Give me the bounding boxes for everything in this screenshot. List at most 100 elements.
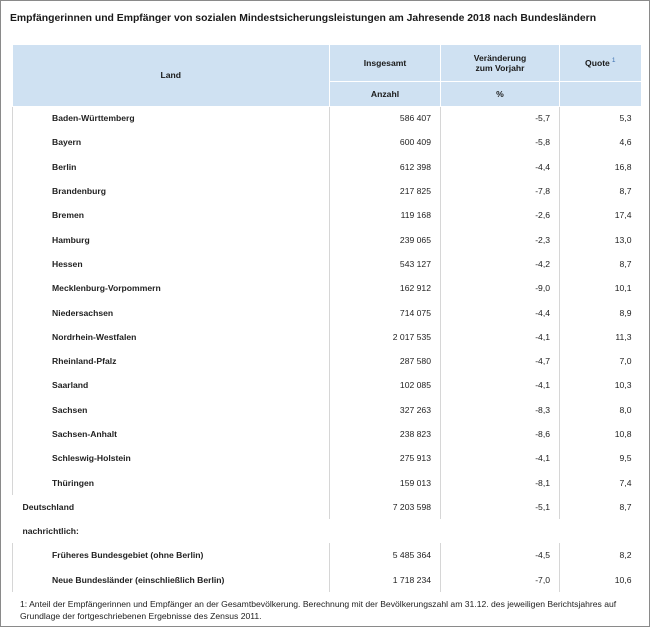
row-label: Bayern — [12, 130, 330, 155]
cell-anzahl: 5 485 364 — [329, 543, 441, 568]
table-row: Hamburg 239 065 -2,3 13,0 — [12, 227, 641, 252]
cell-quote: 10,3 — [614, 380, 632, 391]
cell-veraenderung: -4,7 — [440, 348, 560, 374]
cell-veraenderung: -4,5 — [440, 543, 560, 568]
unit-header-anzahl: Anzahl — [329, 81, 441, 107]
cell-quote: 10,1 — [614, 283, 632, 294]
cell-anzahl: 586 407 — [329, 106, 441, 131]
row-label: Neue Bundesländer (einschließlich Berlin… — [12, 567, 330, 592]
cell-anzahl: 239 065 — [329, 227, 441, 252]
cell-anzahl: 600 409 — [329, 130, 441, 155]
row-label: Thüringen — [12, 470, 330, 495]
cell-anzahl: 217 825 — [329, 178, 441, 204]
table-row: Nordrhein-Westfalen 2 017 535 -4,1 11,3 — [12, 324, 641, 349]
cell-anzahl: 102 085 — [329, 373, 441, 398]
cell-quote: 8,7 — [619, 501, 632, 512]
row-label: Brandenburg — [12, 178, 330, 204]
cell-veraenderung: -5,1 — [440, 494, 560, 520]
row-label: Mecklenburg-Vorpommern — [12, 276, 330, 301]
cell-veraenderung: -4,4 — [440, 300, 560, 325]
footnote-marker[interactable]: 1 — [611, 57, 616, 65]
cell-anzahl: 7 203 598 — [329, 494, 441, 520]
row-label: Schleswig-Holstein — [12, 446, 330, 471]
cell-anzahl: 714 075 — [329, 300, 441, 325]
table-row: Mecklenburg-Vorpommern 162 912 -9,0 10,1 — [12, 276, 641, 301]
table-row: Bremen 119 168 -2,6 17,4 — [12, 203, 641, 228]
cell-quote: 5,3 — [619, 113, 632, 124]
column-header-land: Land — [12, 45, 330, 107]
row-label: Nordrhein-Westfalen — [12, 324, 330, 349]
cell-veraenderung: -7,8 — [440, 178, 560, 204]
table-title: Empfängerinnen und Empfänger von soziale… — [10, 13, 597, 24]
cell-quote: 13,0 — [614, 234, 632, 245]
cell-veraenderung: -9,0 — [440, 276, 560, 301]
table-row: Thüringen 159 013 -8,1 7,4 — [12, 470, 641, 495]
column-header-insgesamt: Insgesamt — [329, 45, 441, 82]
table-header: Land Insgesamt Veränderung zum Vorjahr Qu… — [12, 45, 641, 107]
table-row: Hessen 543 127 -4,2 8,7 — [12, 251, 641, 277]
table-row: Deutschland 7 203 598 -5,1 8,7 — [12, 494, 641, 520]
cell-quote: 8,7 — [619, 186, 632, 197]
cell-anzahl: 543 127 — [329, 251, 441, 277]
cell-veraenderung: -2,6 — [440, 203, 560, 228]
cell-veraenderung: -4,4 — [440, 154, 560, 179]
cell-veraenderung: -4,2 — [440, 251, 560, 277]
cell-veraenderung: -4,1 — [440, 324, 560, 349]
row-label: Deutschland — [12, 494, 330, 520]
cell-veraenderung: -4,1 — [440, 446, 560, 471]
cell-quote: 7,4 — [619, 477, 632, 488]
row-label: Sachsen-Anhalt — [12, 421, 330, 447]
row-label: Saarland — [12, 373, 330, 398]
cell-anzahl: 119 168 — [329, 203, 441, 228]
cell-quote: 8,7 — [619, 258, 632, 269]
cell-quote: 7,0 — [619, 356, 632, 367]
cell-veraenderung: -8,3 — [440, 397, 560, 422]
cell-quote: 17,4 — [614, 210, 632, 221]
cell-veraenderung: -5,7 — [440, 106, 560, 131]
cell-anzahl: 1 718 234 — [329, 567, 441, 592]
cell-anzahl: 287 580 — [329, 348, 441, 374]
cell-veraenderung: -8,6 — [440, 421, 560, 447]
cell-quote: 16,8 — [614, 161, 632, 172]
cell-veraenderung: -5,8 — [440, 130, 560, 155]
row-label: Rheinland-Pfalz — [12, 348, 330, 374]
cell-anzahl: 159 013 — [329, 470, 441, 495]
cell-anzahl: 327 263 — [329, 397, 441, 422]
table-row: Rheinland-Pfalz 287 580 -4,7 7,0 — [12, 348, 641, 374]
cell-quote: 4,6 — [619, 137, 632, 148]
column-header-veraenderung: Veränderung zum Vorjahr — [440, 45, 560, 82]
row-label: Berlin — [12, 154, 330, 179]
row-label: Hessen — [12, 251, 330, 277]
section-label: nachrichtlich: — [22, 526, 79, 537]
unit-header-quote-empty — [559, 81, 641, 107]
cell-veraenderung: -7,0 — [440, 567, 560, 592]
cell-quote: 10,6 — [614, 574, 632, 585]
table-row: Neue Bundesländer (einschließlich Berlin… — [12, 567, 641, 592]
cell-anzahl: 238 823 — [329, 421, 441, 447]
footnote: 1: Anteil der Empfängerinnen und Empfäng… — [20, 599, 617, 621]
table-row: Bayern 600 409 -5,8 4,6 — [12, 130, 641, 155]
row-label: Baden-Württemberg — [12, 106, 330, 131]
empty-cell — [330, 519, 441, 543]
cell-anzahl: 162 912 — [329, 276, 441, 301]
cell-anzahl: 275 913 — [329, 446, 441, 471]
cell-anzahl: 2 017 535 — [329, 324, 441, 349]
row-label: Niedersachsen — [12, 300, 330, 325]
table-row: Früheres Bundesgebiet (ohne Berlin) 5 485… — [12, 543, 641, 568]
row-label: Hamburg — [12, 227, 330, 252]
cell-quote: 8,2 — [619, 550, 632, 561]
empty-cell — [441, 519, 560, 543]
table-row: Saarland 102 085 -4,1 10,3 — [12, 373, 641, 398]
column-header-quote: Quote 1 — [559, 45, 641, 82]
table-row: Sachsen-Anhalt 238 823 -8,6 10,8 — [12, 421, 641, 447]
table-row: Schleswig-Holstein 275 913 -4,1 9,5 — [12, 446, 641, 471]
cell-quote: 10,8 — [614, 429, 632, 439]
cell-quote: 8,9 — [619, 307, 632, 318]
unit-header-prozent: % — [440, 81, 560, 107]
table-body: Baden-Württemberg 586 407 -5,7 5,3 Bayern 600… — [12, 106, 641, 592]
table-row: Sachsen 327 263 -8,3 8,0 — [12, 397, 641, 422]
empty-cell — [560, 519, 641, 543]
section-row: nachrichtlich: — [13, 519, 641, 543]
cell-quote: 8,0 — [619, 404, 632, 415]
